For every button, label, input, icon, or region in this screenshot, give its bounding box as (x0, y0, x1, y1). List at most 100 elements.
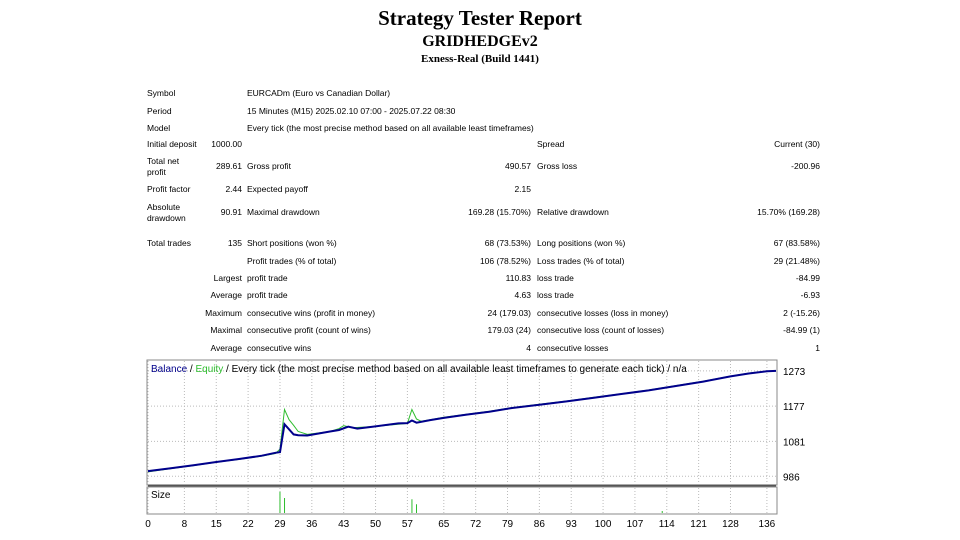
x-tick-label: 100 (595, 519, 612, 530)
largest-loss-label: loss trade (537, 273, 574, 283)
x-tick-label: 136 (759, 519, 776, 530)
largest-label: Largest (213, 273, 242, 283)
average2-label: Average (210, 343, 242, 353)
long-positions-label: Long positions (won %) (537, 238, 626, 248)
x-tick-label: 57 (402, 519, 414, 530)
expert-name: GRIDHEDGEv2 (422, 33, 538, 50)
avg-cons-wins-label: consecutive wins (247, 343, 312, 353)
x-tick-label: 79 (502, 519, 514, 530)
balance-line (147, 369, 777, 473)
total-trades-label: Total trades (147, 238, 191, 248)
net-profit-label-2: profit (147, 167, 166, 177)
y-tick-label: 1081 (783, 437, 806, 448)
x-tick-label: 29 (274, 519, 286, 530)
long-positions-value: 67 (83.58%) (773, 238, 820, 248)
volume-chart-frame (146, 486, 778, 515)
largest-profit-value: 110.83 (505, 273, 531, 283)
profit-trades-label: Profit trades (% of total) (247, 256, 337, 266)
gross-profit-label: Gross profit (247, 161, 291, 171)
gross-profit-value: 490.57 (505, 161, 531, 171)
main-chart-frame (146, 359, 778, 486)
max-cons-losses-value: 2 (-15.26) (783, 308, 820, 318)
x-tick-label: 128 (722, 519, 739, 530)
x-tick-label: 22 (243, 519, 255, 530)
max-dd-value: 169.28 (15.70%) (468, 207, 531, 217)
net-profit-label-1: Total net (147, 156, 180, 166)
deposit-label: Initial deposit (147, 139, 197, 149)
deposit-value: 1000.00 (211, 139, 242, 149)
maximal-label: Maximal (210, 325, 242, 335)
x-tick-label: 65 (438, 519, 450, 530)
avg-loss-value: -6.93 (800, 290, 820, 300)
avg-cons-losses-value: 1 (815, 343, 820, 353)
rel-dd-label: Relative drawdown (537, 207, 609, 217)
period-value: 15 Minutes (M15) 2025.02.10 07:00 - 2025… (247, 106, 456, 116)
expected-payoff-label: Expected payoff (247, 184, 308, 194)
abs-dd-value: 90.91 (220, 207, 242, 217)
x-tick-label: 114 (659, 519, 675, 530)
legend-rest: / Every tick (the most precise method ba… (223, 364, 687, 375)
abs-dd-label-2: drawdown (147, 213, 186, 223)
maximal-cons-loss-label: consecutive loss (count of losses) (537, 325, 665, 335)
short-positions-value: 68 (73.53%) (484, 238, 531, 248)
max-cons-wins-value: 24 (179.03) (487, 308, 531, 318)
maximal-cons-profit-value: 179.03 (24) (487, 325, 531, 335)
rel-dd-value: 15.70% (169.28) (757, 207, 820, 217)
x-tick-label: 86 (534, 519, 546, 530)
max-dd-label: Maximal drawdown (247, 207, 320, 217)
y-tick-label: 1177 (783, 402, 805, 413)
avg-loss-label: loss trade (537, 290, 574, 300)
legend-balance: Balance (151, 364, 188, 375)
abs-dd-label-1: Absolute (147, 202, 181, 212)
y-tick-label: 986 (783, 472, 800, 483)
legend-sep: / (187, 364, 195, 375)
model-label: Model (147, 123, 171, 133)
loss-trades-label: Loss trades (% of total) (537, 256, 625, 266)
avg-cons-losses-label: consecutive losses (537, 343, 609, 353)
profit-factor-label: Profit factor (147, 184, 191, 194)
avg-profit-label: profit trade (247, 290, 288, 300)
report-title: Strategy Tester Report (378, 6, 582, 30)
period-label: Period (147, 106, 172, 116)
model-value: Every tick (the most precise method base… (247, 123, 534, 133)
x-tick-label: 0 (145, 519, 151, 530)
loss-trades-value: 29 (21.48%) (773, 256, 820, 266)
largest-loss-value: -84.99 (795, 273, 820, 283)
x-tick-label: 8 (182, 519, 188, 530)
symbol-value: EURCADm (Euro vs Canadian Dollar) (247, 88, 391, 98)
size-label: Size (151, 490, 171, 501)
spread-value: Current (30) (774, 139, 820, 149)
maximum-label: Maximum (205, 308, 242, 318)
x-tick-label: 93 (566, 519, 578, 530)
x-tick-label: 43 (338, 519, 350, 530)
gross-loss-value: -200.96 (791, 161, 820, 171)
x-tick-label: 72 (470, 519, 482, 530)
x-tick-label: 15 (211, 519, 223, 530)
x-tick-label: 36 (306, 519, 318, 530)
x-tick-label: 50 (370, 519, 382, 530)
y-tick-label: 1273 (783, 367, 806, 378)
average-label: Average (210, 290, 242, 300)
x-tick-label: 107 (627, 519, 644, 530)
net-profit-value: 289.61 (216, 161, 242, 171)
x-tick-label: 121 (690, 519, 707, 530)
total-trades-value: 135 (227, 238, 242, 248)
maximal-cons-loss-value: -84.99 (1) (783, 325, 820, 335)
maximal-cons-profit-label: consecutive profit (count of wins) (247, 325, 371, 335)
avg-profit-value: 4.63 (514, 290, 531, 300)
server-info: Exness-Real (Build 1441) (421, 53, 539, 65)
profit-factor-value: 2.44 (225, 184, 242, 194)
chart-legend: Balance / Equity / Every tick (the most … (151, 364, 687, 375)
expected-payoff-value: 2.15 (514, 184, 531, 194)
max-cons-wins-label: consecutive wins (profit in money) (247, 308, 376, 318)
largest-profit-label: profit trade (247, 273, 288, 283)
profit-trades-value: 106 (78.52%) (479, 256, 531, 266)
short-positions-label: Short positions (won %) (247, 238, 337, 248)
gross-loss-label: Gross loss (537, 161, 578, 171)
max-cons-losses-label: consecutive losses (loss in money) (537, 308, 669, 318)
spread-label: Spread (537, 139, 565, 149)
avg-cons-wins-value: 4 (526, 343, 531, 353)
legend-equity: Equity (195, 364, 223, 375)
symbol-label: Symbol (147, 88, 176, 98)
